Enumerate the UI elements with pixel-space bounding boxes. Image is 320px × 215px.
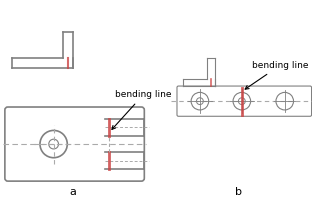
FancyBboxPatch shape (5, 107, 144, 181)
FancyBboxPatch shape (177, 86, 312, 116)
Text: bending line: bending line (245, 61, 308, 89)
Text: b: b (236, 187, 243, 197)
Text: a: a (70, 187, 76, 197)
Text: bending line: bending line (112, 90, 172, 129)
